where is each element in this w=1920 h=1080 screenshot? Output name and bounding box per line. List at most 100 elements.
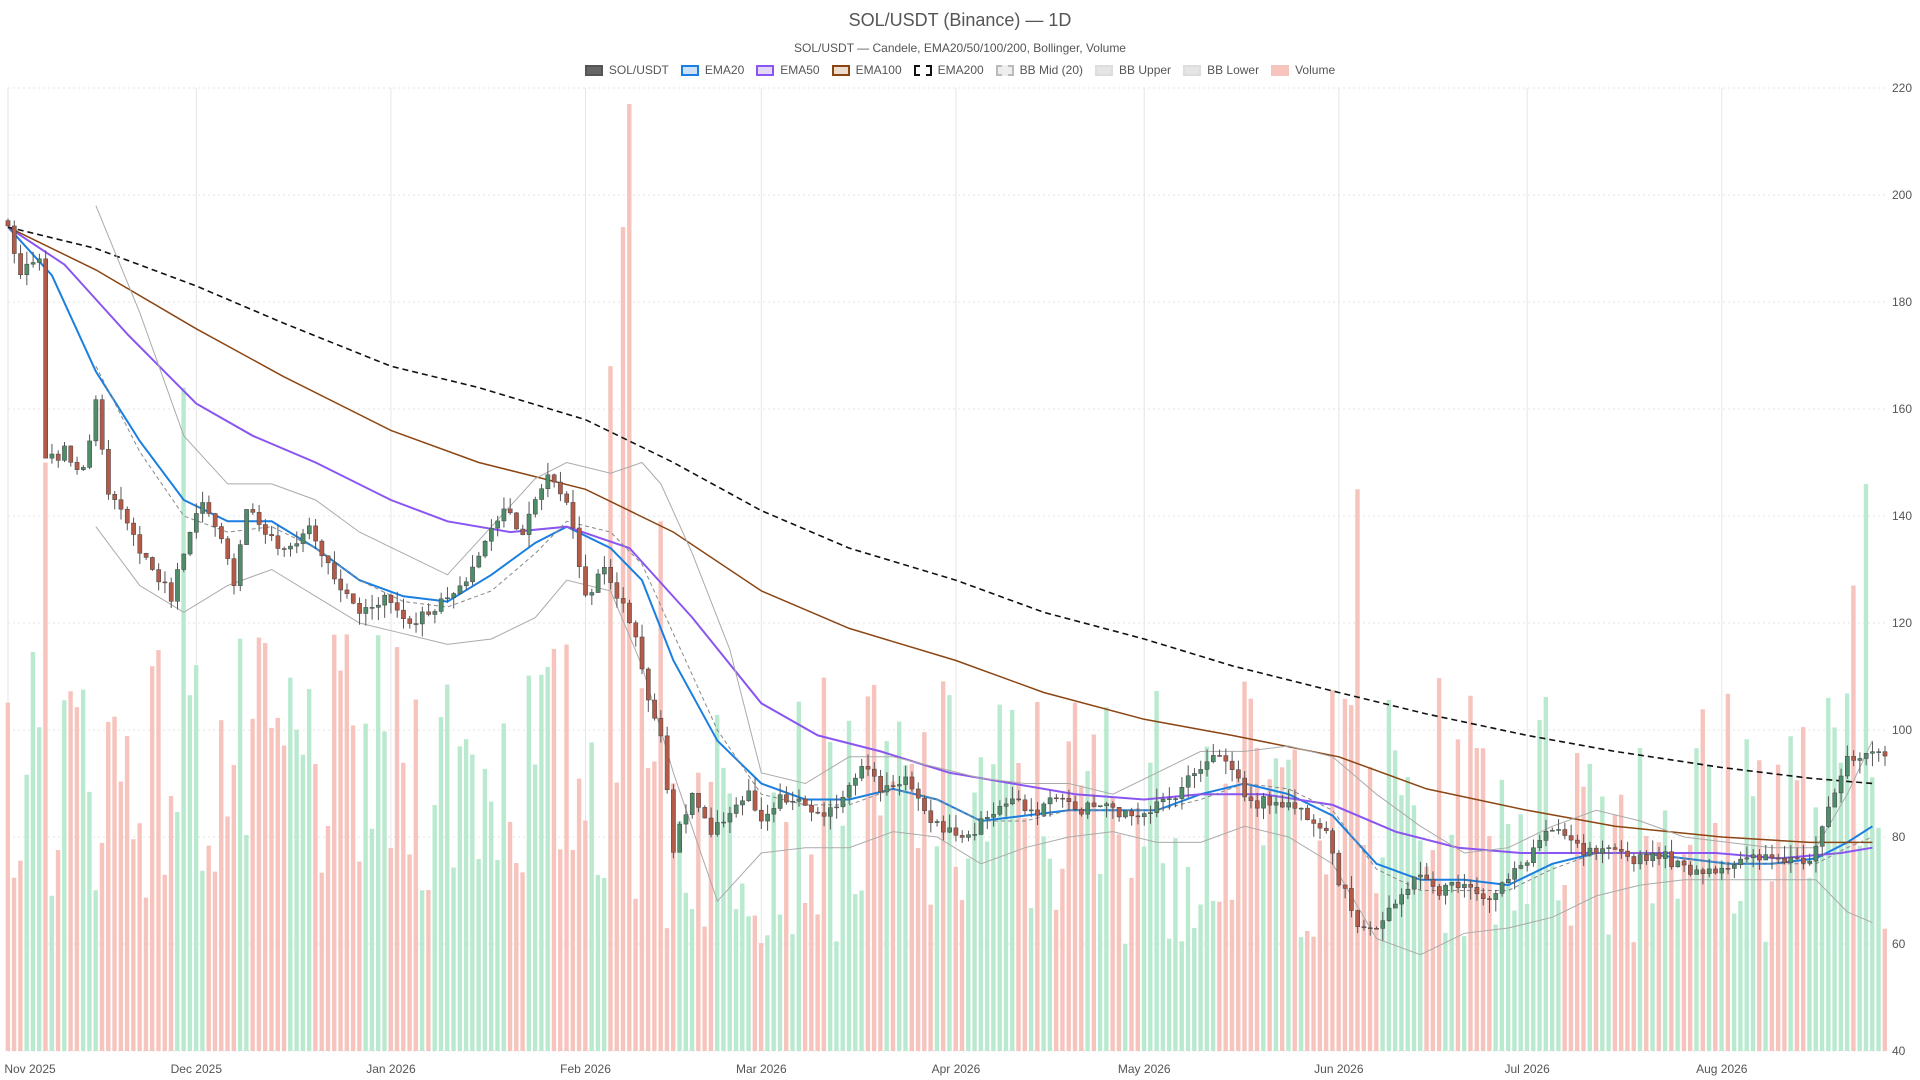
candle <box>1524 860 1530 872</box>
line-ema50 <box>7 226 1873 860</box>
candle <box>1531 839 1536 867</box>
volume-bar <box>1166 938 1172 1051</box>
candle <box>250 503 256 515</box>
volume-bar <box>1430 850 1436 1051</box>
volume-bar <box>827 742 833 1051</box>
candle <box>1135 802 1141 825</box>
candle <box>432 609 438 624</box>
volume-bar <box>570 849 575 1051</box>
candle <box>1562 822 1568 840</box>
volume-bar <box>897 721 902 1051</box>
candle <box>313 519 318 550</box>
volume-bar <box>966 858 971 1051</box>
volume-bar <box>614 782 619 1051</box>
volume-bar <box>175 812 180 1051</box>
volume-bar <box>859 890 864 1051</box>
volume-bar <box>1022 817 1027 1051</box>
legend-item-ema50[interactable]: EMA50 <box>756 63 820 77</box>
line-bb-lower <box>95 526 1873 956</box>
line-bb-mid-20- <box>95 365 1873 891</box>
volume-bar <box>765 935 770 1051</box>
candle <box>1286 789 1291 811</box>
candle <box>671 784 676 859</box>
candle <box>1619 840 1624 859</box>
candle <box>1468 879 1474 900</box>
volume-bars <box>5 104 1888 1052</box>
legend-label: EMA100 <box>855 63 902 77</box>
candle <box>244 509 249 545</box>
legend-item-sol-usdt[interactable]: SOL/USDT <box>584 63 669 77</box>
candle <box>1367 921 1373 936</box>
volume-bar <box>802 902 808 1051</box>
volume-bar <box>80 689 86 1051</box>
volume-bar <box>1192 927 1197 1051</box>
volume-bar <box>1097 873 1103 1051</box>
legend-item-ema100[interactable]: EMA100 <box>831 63 902 77</box>
volume-bar <box>991 764 996 1051</box>
volume-bar <box>997 704 1002 1051</box>
volume-bar <box>664 928 670 1051</box>
legend-item-ema20[interactable]: EMA20 <box>680 63 744 77</box>
volume-bar <box>1832 727 1837 1051</box>
volume-bar <box>256 637 262 1051</box>
volume-bar <box>1204 746 1210 1051</box>
candle <box>1380 911 1386 941</box>
volume-bar <box>1436 678 1442 1051</box>
legend-item-bb-mid-20-[interactable]: BB Mid (20) <box>995 63 1083 77</box>
volume-bar <box>181 387 186 1052</box>
volume-bar <box>1380 857 1385 1051</box>
volume-bar <box>1104 707 1109 1051</box>
candle <box>1022 794 1028 816</box>
volume-bar <box>1418 840 1423 1051</box>
candle <box>112 490 118 510</box>
candle <box>275 524 281 556</box>
y-tick-label: 140 <box>1892 509 1912 523</box>
candle <box>363 598 369 626</box>
volume-bar <box>1129 877 1134 1051</box>
candle <box>294 531 300 554</box>
candle <box>495 515 500 537</box>
candle <box>589 588 595 605</box>
candle <box>143 552 149 560</box>
volume-bar <box>1248 698 1253 1051</box>
candle <box>1104 801 1109 818</box>
candle <box>614 572 620 608</box>
volume-bar <box>275 717 280 1051</box>
candle <box>1229 751 1235 782</box>
candle <box>1681 859 1687 873</box>
candle <box>1512 861 1517 890</box>
candle <box>514 512 519 530</box>
volume-bar <box>87 791 92 1051</box>
candle <box>131 517 136 546</box>
candle <box>1060 793 1065 808</box>
volume-bar <box>1882 928 1888 1051</box>
candle <box>482 539 488 559</box>
volume-bar <box>846 720 852 1051</box>
volume-bar <box>137 823 142 1051</box>
legend-item-ema200[interactable]: EMA200 <box>913 63 984 77</box>
candle <box>815 806 821 815</box>
candle <box>206 495 212 517</box>
volume-bar <box>639 688 645 1051</box>
candle <box>846 782 852 805</box>
candle <box>1436 883 1442 901</box>
volume-bar <box>1694 748 1699 1051</box>
x-tick-label: Aug 2026 <box>1696 1062 1748 1076</box>
candle <box>1167 787 1172 810</box>
legend-item-volume[interactable]: Volume <box>1271 63 1335 77</box>
legend-item-bb-lower[interactable]: BB Lower <box>1183 63 1259 77</box>
candle <box>30 251 36 268</box>
volume-bar <box>1612 814 1618 1051</box>
volume-bar <box>187 695 193 1051</box>
candle <box>1242 771 1248 802</box>
legend-item-bb-upper[interactable]: BB Upper <box>1095 63 1171 77</box>
volume-bar <box>1562 884 1567 1051</box>
volume-bar <box>934 846 940 1051</box>
candle <box>1041 801 1047 817</box>
candle <box>834 794 839 819</box>
volume-bar <box>476 859 481 1051</box>
candle <box>771 802 777 823</box>
candle <box>1330 827 1335 865</box>
candle <box>99 394 105 455</box>
candle <box>476 551 482 569</box>
